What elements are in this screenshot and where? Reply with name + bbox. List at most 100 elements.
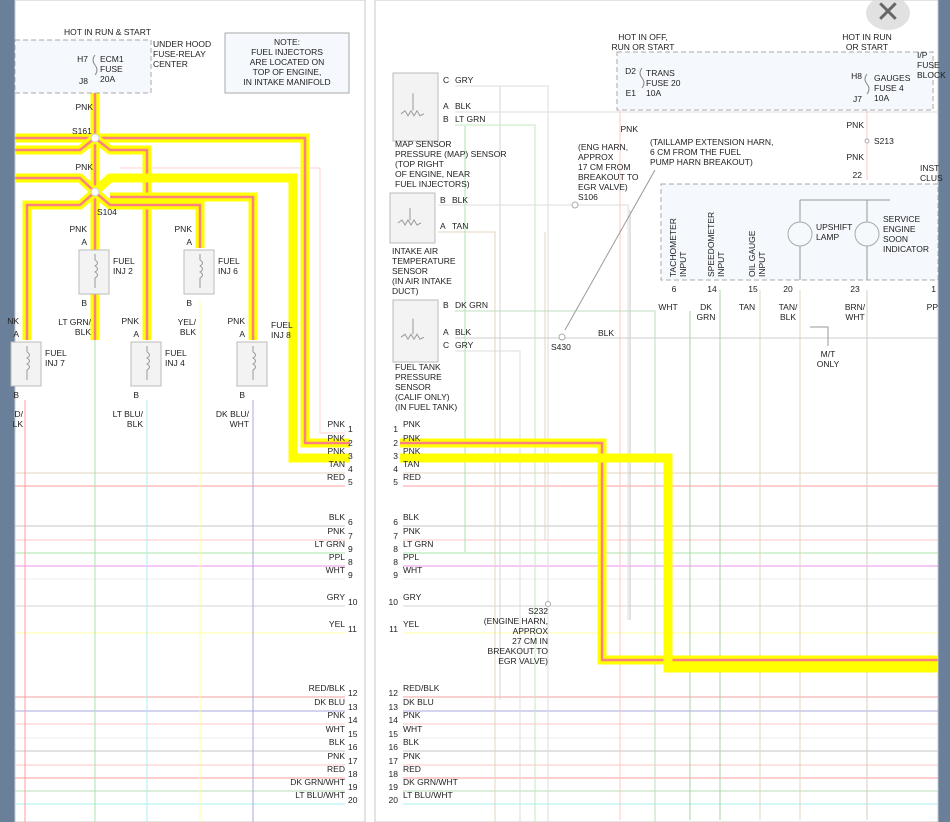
- injector-label: FUEL: [218, 256, 240, 266]
- ftp-sensor-label: (CALIF ONLY): [395, 392, 450, 402]
- right-pin-number: 16: [389, 742, 399, 752]
- fuse-center-label: UNDER HOOD: [153, 39, 211, 49]
- fuse-pin: H8: [851, 71, 862, 81]
- right-pin-wire-color: PNK: [403, 419, 421, 429]
- fuse-label: 20A: [100, 74, 115, 84]
- resistor-icon: [400, 318, 425, 341]
- note-text: IN INTAKE MANIFOLD: [243, 77, 330, 87]
- left-pin-number: 13: [348, 702, 358, 712]
- splice-icon: [864, 138, 870, 144]
- coil-icon: [26, 346, 30, 380]
- ftp-sensor-pin-wire: GRY: [455, 340, 474, 350]
- cluster-pin: 20: [783, 284, 793, 294]
- right-pin-wire-color: PNK: [403, 526, 421, 536]
- lamp-label: UPSHIFT: [816, 222, 852, 232]
- splice-icon: [558, 333, 566, 341]
- fuel-injector-icon: [10, 341, 42, 387]
- right-pin-wire-color: DK BLU: [403, 697, 434, 707]
- left-pin-wire-color: PPL: [329, 552, 345, 562]
- s213-label: S213: [874, 136, 894, 146]
- fuel-injector-icon: [78, 249, 110, 295]
- trans-fuse-label: 10A: [646, 88, 661, 98]
- cluster-pin: 1: [931, 284, 936, 294]
- right-page: [374, 0, 939, 822]
- injector-out-wire: LT GRN/: [58, 317, 91, 327]
- map-sensor-label: (TOP RIGHT: [395, 159, 444, 169]
- inj4-feed-wire-core: [94, 137, 149, 340]
- fuse-pin: J8: [79, 76, 88, 86]
- injector-in-wire: PNK: [122, 316, 140, 326]
- polyline: [120, 167, 345, 434]
- cluster-input-label: INPUT: [678, 252, 688, 278]
- map-sensor-label: MAP SENSOR: [395, 139, 452, 149]
- wire-color-label: PNK: [76, 162, 94, 172]
- cluster-pin: 22: [853, 170, 863, 180]
- wire-color-label: PNK: [76, 102, 94, 112]
- ftp-sensor-label: SENSOR: [395, 382, 431, 392]
- ip-fuse-block-label: I/P: [917, 50, 928, 60]
- left-pin-number: 8: [348, 557, 353, 567]
- fuse-center-label: FUSE-RELAY: [153, 49, 206, 59]
- right-pin-number: 11: [389, 624, 398, 634]
- splice-icon: [571, 201, 579, 209]
- left-pin-number: 9: [348, 570, 353, 580]
- map-sensor-pin: C: [443, 75, 449, 85]
- left-pin-number: 20: [348, 795, 358, 805]
- left-pin-wire-color: WHT: [326, 565, 345, 575]
- injector-out-wire: DK BLU/: [216, 409, 250, 419]
- left-pin-wire-color: PNK: [328, 419, 346, 429]
- splice-label: S161: [72, 126, 92, 136]
- taillamp-note: 6 CM FROM THE FUEL: [650, 147, 741, 157]
- s232-label: S232: [528, 606, 548, 616]
- s232-label: BREAKOUT TO: [488, 646, 549, 656]
- cluster-input-label: TACHOMETER: [668, 218, 678, 277]
- right-pin-wire-color: PNK: [403, 751, 421, 761]
- right-pin-number: 1: [393, 424, 398, 434]
- left-page: [14, 0, 366, 822]
- left-pin-wire-color: PNK: [328, 446, 346, 456]
- splice-label: S104: [97, 207, 117, 217]
- left-pin-number: 12: [348, 688, 358, 698]
- gauges-fuse-label: 10A: [874, 93, 889, 103]
- ftp-sensor-pin: A: [443, 327, 449, 337]
- left-pin-number: 6: [348, 517, 353, 527]
- polyline: [455, 350, 521, 822]
- lamp-label: LAMP: [816, 232, 839, 242]
- splice-icon: [90, 187, 100, 197]
- lamp-label: SOON: [883, 234, 908, 244]
- cluster-input-label: OIL GAUGE: [747, 230, 757, 277]
- cluster-wire: TAN/: [779, 302, 798, 312]
- cluster-wire: PP: [927, 302, 939, 312]
- fuse-pin: E1: [626, 88, 637, 98]
- s104-left-wire-core: [15, 176, 96, 193]
- coil-icon: [146, 346, 150, 380]
- ftp-sensor-pin: C: [443, 340, 449, 350]
- injector-label: INJ 6: [218, 266, 238, 276]
- injector-pin-b: B: [186, 298, 192, 308]
- polyline: [438, 204, 629, 620]
- iat-sensor-label: SENSOR: [392, 266, 428, 276]
- inj7-feed-wire-core: [25, 191, 96, 340]
- close-button[interactable]: ✕: [866, 0, 910, 30]
- injector-label: INJ 7: [45, 358, 65, 368]
- right-pin-wire-color: BLK: [403, 512, 419, 522]
- injector-label: FUEL: [113, 256, 135, 266]
- right-pin-number: 9: [393, 570, 398, 580]
- left-pin-number: 9: [348, 544, 353, 554]
- right-pin-wire-color: LT BLU/WHT: [403, 790, 453, 800]
- ip-fuse-block-box: [616, 51, 934, 111]
- injector-label: FUEL: [45, 348, 67, 358]
- right-pin-wire-color: LT GRN: [403, 539, 433, 549]
- left-pin-wire-color: PNK: [328, 751, 346, 761]
- ftp-sensor-pin-wire: DK GRN: [455, 300, 488, 310]
- taillamp-note: PUMP HARN BREAKOUT): [650, 157, 753, 167]
- lamp-label: ENGINE: [883, 224, 916, 234]
- left-pin-wire-color: LT GRN: [315, 539, 345, 549]
- map-sensor-pin-wire: LT GRN: [455, 114, 485, 124]
- left-pin-number: 4: [348, 464, 353, 474]
- ftp-sensor-label: (IN FUEL TANK): [395, 402, 457, 412]
- injector-out-wire: BLK: [180, 327, 196, 337]
- right-pin-number: 17: [389, 756, 399, 766]
- note-box: [224, 32, 350, 94]
- left-pin-wire-color: GRY: [327, 592, 346, 602]
